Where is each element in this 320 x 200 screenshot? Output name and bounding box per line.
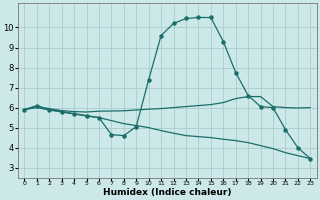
X-axis label: Humidex (Indice chaleur): Humidex (Indice chaleur) bbox=[103, 188, 232, 197]
